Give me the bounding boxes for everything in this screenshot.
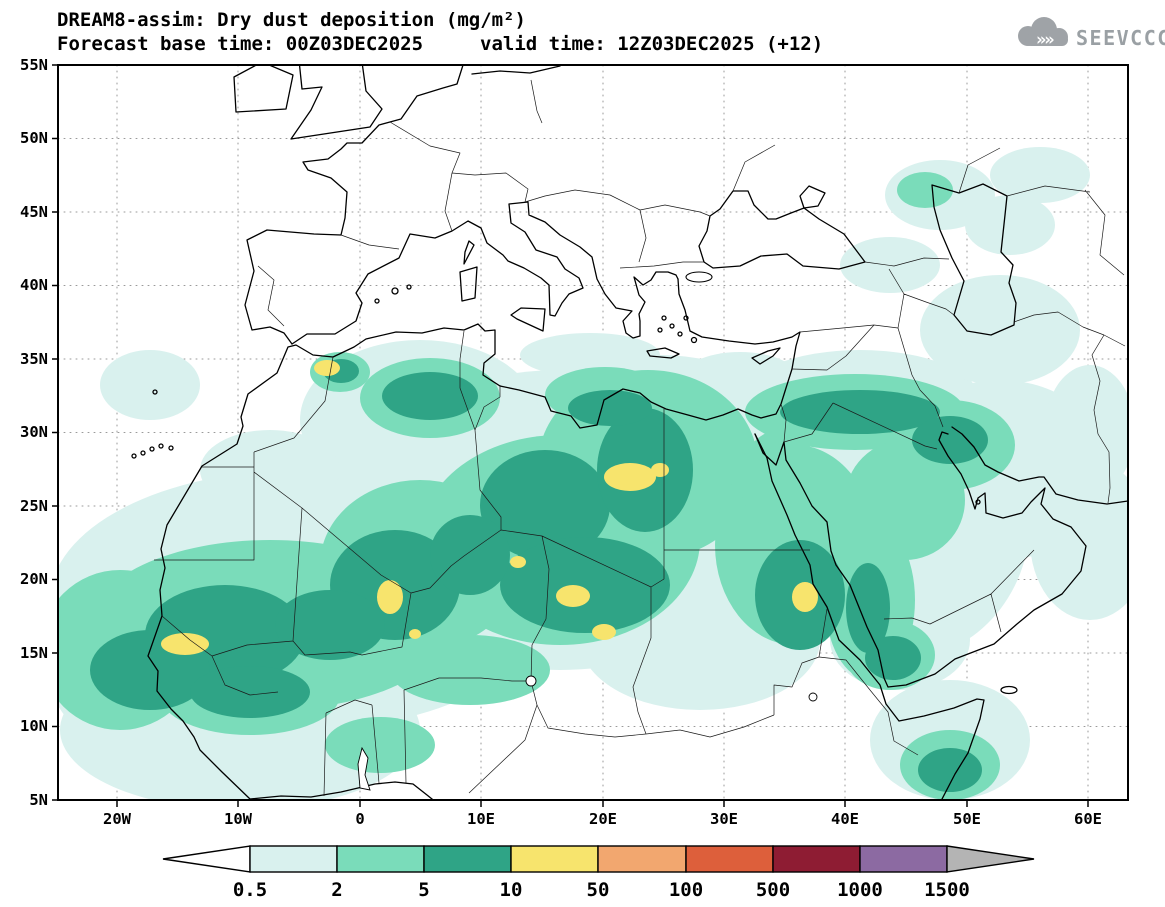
colorbar-arrow-left: [162, 845, 251, 873]
lake-volta: [357, 746, 371, 791]
sea-of-marmara: [685, 271, 713, 283]
colorbar-labels: 0.5 2 5 10 50 100 500 1000 1500: [233, 879, 970, 901]
colorbar-cell: [685, 845, 774, 873]
colorbar-cell: [249, 845, 338, 873]
y-tick-label: 55N: [20, 56, 48, 74]
y-tick-label: 10N: [20, 717, 48, 735]
x-tick-label: 30E: [710, 810, 738, 828]
y-tick-label: 45N: [20, 203, 48, 221]
y-tick-label: 35N: [20, 350, 48, 368]
plot-title: DREAM8-assim: Dry dust deposition (mg/m²…: [57, 9, 526, 31]
colorbar-cell: [772, 845, 861, 873]
colorbar-label: 10: [500, 879, 523, 901]
x-tick-label: 20W: [103, 810, 132, 828]
latitude-axis: 55N 50N 45N 40N 35N 30N 25N 20N 15N 10N …: [20, 56, 48, 809]
seevccc-logo: »» SEEVCCC: [1018, 17, 1165, 50]
x-tick-label: 10E: [467, 810, 495, 828]
colorbar-label: 1000: [837, 879, 883, 901]
lake-chad: [525, 675, 537, 687]
map-panel: 55N 50N 45N 40N 35N 30N 25N 20N 15N 10N …: [20, 56, 1129, 828]
coastlines: [147, 65, 1128, 800]
colorbar-label: 0.5: [233, 879, 267, 901]
svg-text:»»: »»: [1036, 30, 1054, 50]
y-tick-label: 5N: [29, 791, 48, 809]
colorbar-cell: [510, 845, 599, 873]
lake-tana: [808, 692, 818, 702]
longitude-axis: 20W 10W 0 10E 20E 30E 40E 50E 60E: [103, 810, 1102, 828]
x-tick-label: 20E: [589, 810, 617, 828]
colorbar-cell: [336, 845, 425, 873]
islands: [131, 240, 1018, 695]
colorbar-cell: [597, 845, 687, 873]
colorbar: 0.5 2 5 10 50 100 500 1000 1500: [162, 845, 1035, 901]
colorbar-arrow-right: [946, 845, 1035, 873]
y-tick-label: 40N: [20, 276, 48, 294]
x-tick-label: 50E: [953, 810, 981, 828]
colorbar-label: 1500: [924, 879, 970, 901]
lakes: [357, 675, 818, 791]
colorbar-label: 100: [669, 879, 703, 901]
axis-ticks: [52, 64, 1089, 807]
dust-contours-10-50: [161, 360, 818, 655]
y-tick-label: 20N: [20, 570, 48, 588]
x-tick-label: 0: [355, 810, 364, 828]
colorbar-cell: [859, 845, 948, 873]
country-borders: [154, 79, 1126, 797]
y-tick-label: 15N: [20, 644, 48, 662]
x-tick-label: 40E: [831, 810, 859, 828]
y-tick-label: 30N: [20, 423, 48, 441]
x-tick-label: 60E: [1074, 810, 1102, 828]
colorbar-label: 50: [587, 879, 610, 901]
y-tick-label: 50N: [20, 129, 48, 147]
x-tick-label: 10W: [224, 810, 253, 828]
logo-text: SEEVCCC: [1076, 26, 1165, 50]
forecast-base-time-label: Forecast base time: 00Z03DEC2025: [57, 33, 423, 55]
y-tick-label: 25N: [20, 497, 48, 515]
colorbar-cell: [423, 845, 512, 873]
colorbar-label: 2: [331, 879, 342, 901]
colorbar-label: 500: [756, 879, 790, 901]
valid-time-label: valid time: 12Z03DEC2025 (+12): [480, 33, 823, 55]
cloud-icon: »»: [1018, 17, 1068, 50]
colorbar-label: 5: [418, 879, 429, 901]
